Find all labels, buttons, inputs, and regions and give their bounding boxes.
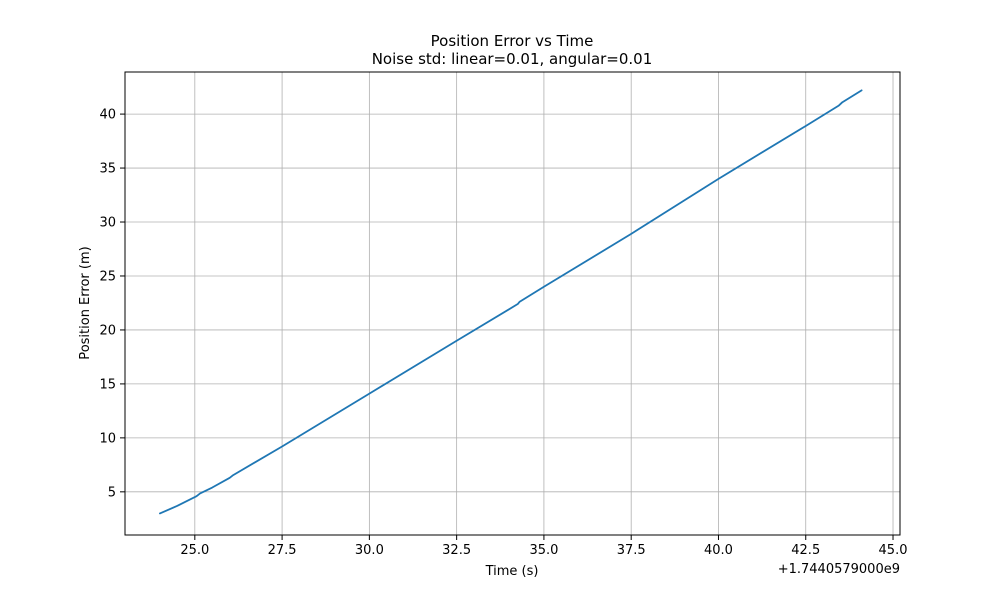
chart-subtitle: Noise std: linear=0.01, angular=0.01 <box>372 50 653 68</box>
series-line <box>159 89 863 515</box>
x-tick-label: 45.0 <box>879 543 908 558</box>
grid <box>125 72 900 535</box>
y-tick-label: 5 <box>108 485 116 500</box>
plot-frame <box>124 71 901 536</box>
x-axis: 25.0 27.5 30.0 32.5 35.0 37.5 40.0 42.5 45.0 <box>180 535 907 558</box>
x-tick-label: 30.0 <box>355 543 384 558</box>
chart-title: Position Error vs Time <box>431 32 594 50</box>
y-tick-label: 35 <box>99 162 116 177</box>
y-tick-label: 25 <box>99 269 116 284</box>
y-tick-label: 30 <box>99 216 116 231</box>
x-tick-label: 35.0 <box>529 543 558 558</box>
x-axis-label: Time (s) <box>485 564 539 579</box>
x-offset-label: +1.7440579000e9 <box>778 562 900 577</box>
y-tick-label: 20 <box>99 323 116 338</box>
x-tick-label: 42.5 <box>791 543 820 558</box>
y-tick-label: 10 <box>99 431 116 446</box>
x-tick-label: 27.5 <box>268 543 297 558</box>
y-axis: 5 10 15 20 25 30 35 40 <box>99 108 125 500</box>
x-tick-label: 25.0 <box>180 543 209 558</box>
series-layer <box>159 89 863 515</box>
x-tick-label: 37.5 <box>617 543 646 558</box>
y-tick-label: 15 <box>99 377 116 392</box>
y-tick-label: 40 <box>99 108 116 123</box>
y-axis-label: Position Error (m) <box>78 246 93 359</box>
x-tick-label: 32.5 <box>442 543 471 558</box>
x-tick-label: 40.0 <box>704 543 733 558</box>
